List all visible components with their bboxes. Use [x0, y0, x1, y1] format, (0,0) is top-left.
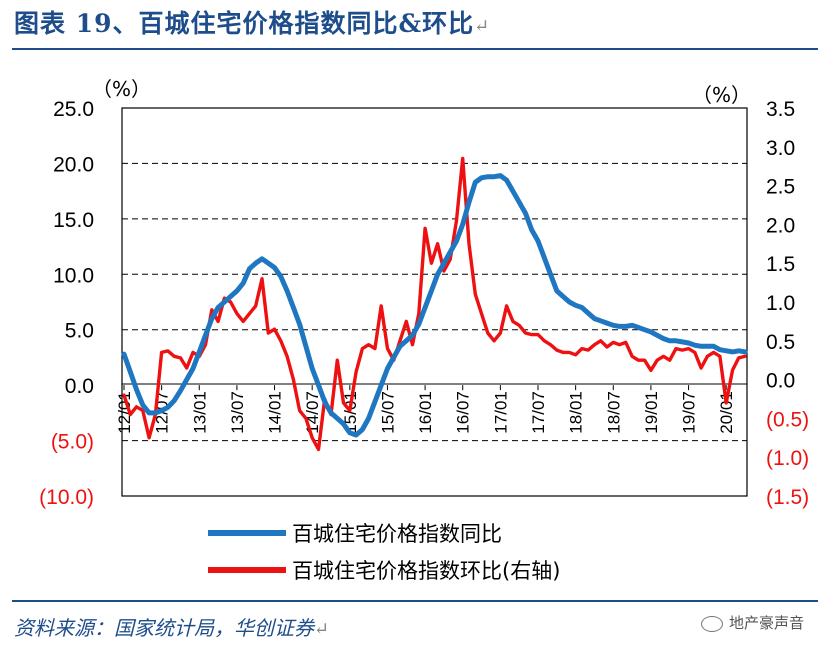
right-tick-label: 2.5	[766, 176, 795, 199]
legend-label-yoy: 百城住宅价格指数同比	[292, 522, 502, 546]
x-tick-label: 18/01	[567, 391, 586, 434]
chart: 12/01 12/07 13/01 13/07 14/01 14/07 15/01 15/07…	[39, 77, 809, 583]
left-tick-label: (10.0)	[39, 486, 94, 509]
x-tick-label: 17/01	[491, 391, 510, 434]
plot-frame	[121, 107, 748, 497]
x-ticks: 12/01 12/07 13/01 13/07 14/01 14/07 15/01 15/07…	[115, 385, 736, 434]
x-tick-label: 14/07	[303, 391, 322, 434]
right-tick-labels: 3.5 3.0 2.5 2.0 1.5 1.0 0.5 0.0 (0.5) (1.0) (1.5)	[766, 98, 809, 509]
x-tick-label: 15/07	[378, 391, 397, 434]
left-tick-label: 10.0	[53, 264, 94, 287]
right-tick-label: 3.5	[766, 98, 795, 121]
right-tick-label: (0.5)	[766, 408, 809, 431]
x-tick-label: 12/01	[115, 391, 134, 434]
x-tick-label: 16/01	[416, 391, 435, 434]
x-tick-label: 13/07	[228, 391, 247, 434]
series-line-yoy	[121, 173, 748, 438]
watermark: 地产豪声音	[700, 612, 804, 633]
figure-title: 图表 19、百城住宅价格指数同比&环比↵	[14, 9, 491, 38]
wechat-icon	[700, 615, 723, 632]
right-tick-label: 2.0	[766, 214, 795, 237]
title-rule	[12, 48, 818, 50]
left-unit-label: （%）	[92, 77, 151, 101]
left-tick-label: 5.0	[65, 320, 94, 343]
x-tick-label: 14/01	[266, 391, 285, 434]
left-tick-label: 0.0	[65, 375, 94, 398]
left-tick-label: 15.0	[53, 209, 94, 232]
right-tick-label: 3.0	[766, 137, 795, 160]
right-tick-label: 1.0	[766, 292, 795, 315]
right-tick-label: (1.0)	[766, 447, 809, 470]
x-tick-label: 20/01	[717, 391, 736, 434]
x-tick-label: 19/07	[680, 391, 699, 434]
left-tick-label: 25.0	[53, 98, 94, 121]
right-tick-label: (1.5)	[766, 486, 809, 509]
left-tick-labels: 25.0 20.0 15.0 10.0 5.0 0.0 (5.0) (10.0)	[39, 98, 94, 509]
series-lines	[121, 156, 748, 452]
right-tick-label: 0.0	[766, 370, 795, 393]
left-tick-label: (5.0)	[51, 431, 94, 454]
x-tick-label: 16/07	[454, 391, 473, 434]
left-tick-label: 20.0	[53, 153, 94, 176]
right-tick-label: 1.5	[766, 253, 795, 276]
x-tick-label: 18/07	[604, 391, 623, 434]
x-tick-label: 13/01	[190, 391, 209, 434]
source-note: 资料来源：国家统计局，华创证券↵	[14, 616, 330, 640]
right-unit-label: （%）	[692, 83, 751, 107]
x-tick-label: 17/07	[529, 391, 548, 434]
legend: 百城住宅价格指数同比 百城住宅价格指数环比(右轴)	[208, 522, 560, 583]
source-rule	[12, 600, 818, 602]
legend-label-mom: 百城住宅价格指数环比(右轴)	[292, 559, 560, 583]
right-tick-label: 0.5	[766, 331, 795, 354]
x-tick-label: 19/01	[642, 391, 661, 434]
